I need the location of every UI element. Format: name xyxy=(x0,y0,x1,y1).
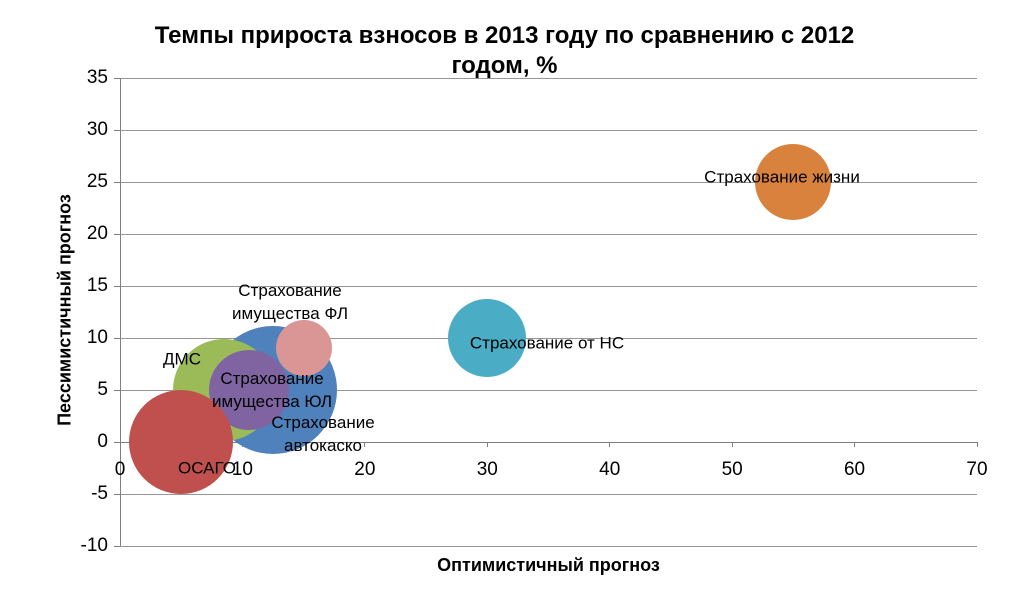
y-tick-label-30: 30 xyxy=(86,119,108,140)
x-tick-50 xyxy=(731,442,733,447)
x-tick-20 xyxy=(364,442,366,447)
y-tick-10 xyxy=(114,337,120,339)
y-tick-20 xyxy=(114,233,120,235)
bubble-label-6: Страхование от НС xyxy=(469,333,625,353)
gridline-y-25 xyxy=(120,181,977,183)
x-tick-label-40: 40 xyxy=(599,459,621,480)
x-tick-40 xyxy=(609,442,611,447)
y-tick-label-15: 15 xyxy=(86,275,108,296)
y-tick-label-35: 35 xyxy=(86,67,108,88)
x-tick-label-60: 60 xyxy=(843,459,866,480)
gridline-y--5 xyxy=(120,493,977,495)
gridline-y-5 xyxy=(120,389,977,391)
y-tick--10 xyxy=(114,545,120,547)
gridline-y-10 xyxy=(120,337,977,339)
y-tick-label-20: 20 xyxy=(86,223,108,244)
x-tick-label-0: 0 xyxy=(114,459,126,480)
gridline-y-15 xyxy=(120,285,977,287)
x-axis-title: Оптимистичный прогноз xyxy=(437,555,660,575)
y-tick-label-10: 10 xyxy=(86,327,108,348)
bubble-7 xyxy=(755,144,832,220)
chart-title-line1: Темпы прироста взносов в 2013 году по ср… xyxy=(154,22,855,49)
y-tick-label--10: -10 xyxy=(80,535,108,556)
bubble-6 xyxy=(448,299,527,377)
gridline-y--10 xyxy=(120,545,977,547)
bubble-5 xyxy=(129,390,234,494)
bubble-label-4: Страхование имущества ФЛ xyxy=(232,281,348,323)
bubble-label-7: Страхование жизни xyxy=(704,167,860,187)
bubble-label-5: ОСАГО xyxy=(178,458,236,478)
y-tick-35 xyxy=(114,77,120,79)
y-axis-line xyxy=(120,78,121,546)
x-tick-label-50: 50 xyxy=(721,459,743,480)
x-tick-label-20: 20 xyxy=(354,459,376,480)
y-tick-label-25: 25 xyxy=(86,171,108,192)
x-tick-label-30: 30 xyxy=(476,459,498,480)
x-axis-line xyxy=(120,441,977,443)
x-tick-0 xyxy=(119,442,121,447)
chart-title-line2: годом, % xyxy=(451,52,558,79)
gridline-y-35 xyxy=(120,77,977,79)
gridline-y-30 xyxy=(120,129,977,131)
y-tick-15 xyxy=(114,285,120,287)
x-tick-label-10: 10 xyxy=(231,459,253,480)
y-tick-0 xyxy=(114,441,120,443)
y-tick-5 xyxy=(114,389,120,391)
x-tick-60 xyxy=(854,442,856,447)
y-tick-label-5: 5 xyxy=(97,379,108,400)
x-tick-label-70: 70 xyxy=(966,459,988,480)
x-tick-30 xyxy=(486,442,488,447)
chart-title: Темпы прироста взносов в 2013 году по ср… xyxy=(0,21,1009,81)
bubble-4 xyxy=(275,320,332,377)
y-tick-25 xyxy=(114,181,120,183)
bubble-label-2: ДМС xyxy=(163,349,201,369)
bubble-label-3: Страхование имущества ЮЛ xyxy=(212,369,332,411)
y-tick--5 xyxy=(114,493,120,495)
y-tick-label--5: -5 xyxy=(91,483,108,504)
y-tick-30 xyxy=(114,129,120,131)
bubble-label-1: Страхование автокаско xyxy=(271,413,375,455)
y-tick-label-0: 0 xyxy=(97,431,108,452)
gridline-y-20 xyxy=(120,233,977,235)
x-tick-70 xyxy=(976,442,978,447)
